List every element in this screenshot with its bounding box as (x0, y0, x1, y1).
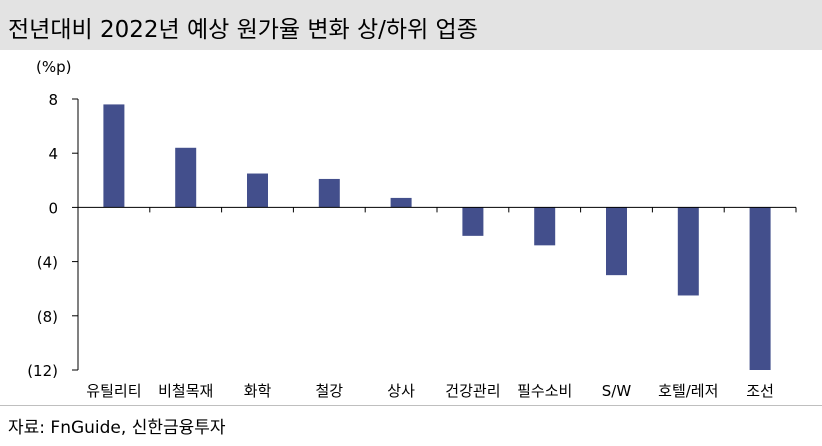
bar (247, 173, 268, 208)
y-tick-label: 8 (48, 91, 58, 109)
y-tick-label: 0 (48, 199, 58, 217)
x-tick-label: 필수소비 (517, 382, 572, 400)
divider (0, 405, 822, 406)
bar (462, 207, 484, 236)
bar (749, 207, 771, 370)
x-axis: 유틸리티 비철목재 화학 철강 상사 건강관리 필수소비 S/W 호텔/레저 조선 (77, 206, 797, 400)
y-axis-unit: (%p) (36, 58, 71, 76)
y-tick-label: 4 (48, 145, 58, 163)
x-tick-label: 조선 (746, 382, 774, 400)
y-tick-label: (8) (37, 308, 58, 326)
y-axis: 8 4 0 (4) (8) (12) (27, 91, 79, 380)
bar (677, 207, 699, 296)
x-tick-label: 비철목재 (158, 382, 213, 400)
x-tick-label: 유틸리티 (86, 382, 141, 400)
bar (606, 207, 627, 276)
y-tick-label: (4) (37, 254, 58, 272)
bars (103, 104, 771, 370)
bar-chart: (%p) 8 4 0 (4) (8) (12) 유틸리티 비철목재 화학 철강 상사 건강관리 필수소… (27, 58, 797, 400)
bar (318, 178, 340, 208)
x-tick-label: 상사 (387, 382, 415, 400)
chart-title: 전년대비 2022년 예상 원가율 변화 상/하위 업종 (8, 17, 478, 43)
bar (534, 207, 556, 246)
bar (103, 104, 125, 208)
title-bar: 전년대비 2022년 예상 원가율 변화 상/하위 업종 (0, 0, 822, 50)
x-tick-label: S/W (602, 382, 632, 400)
x-tick-label: 호텔/레저 (658, 382, 718, 400)
bar (390, 197, 412, 208)
x-tick-label: 건강관리 (445, 382, 500, 400)
bar (175, 147, 197, 208)
source-note: 자료: FnGuide, 신한금융투자 (8, 418, 226, 438)
x-tick-label: 철강 (315, 382, 343, 400)
x-tick-label: 화학 (244, 382, 272, 400)
y-tick-label: (12) (27, 362, 58, 380)
